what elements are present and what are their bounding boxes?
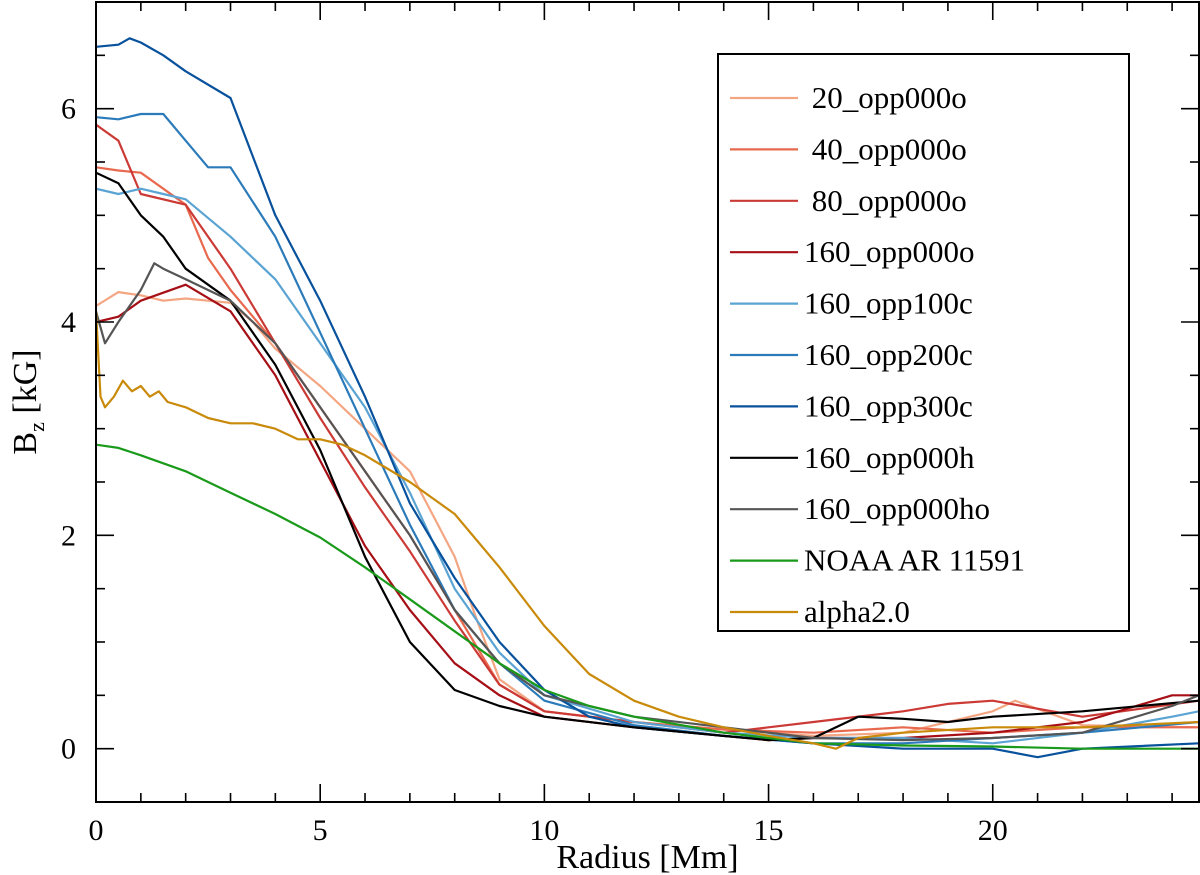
series-line-6 [96, 37, 1199, 759]
y-tick-label: 6 [61, 93, 76, 126]
legend-label-6: 160_opp300c [804, 388, 973, 423]
series-line-4 [96, 187, 1199, 745]
legend-label-1: 40_opp000o [804, 131, 967, 166]
x-tick-label: 20 [978, 814, 1008, 847]
plot-frame [95, 1, 1200, 803]
legend-label-2: 80_opp000o [804, 183, 967, 218]
legend-label-5: 160_opp200c [804, 337, 973, 372]
tick-labels-layer: 0 5 10 15 20 0 2 4 6 [61, 93, 1008, 847]
y-axis-title-main: B [7, 432, 44, 455]
x-tick-label: 10 [529, 814, 559, 847]
legend-label-4: 160_opp100c [804, 286, 973, 321]
series-line-2 [96, 123, 1199, 734]
y-axis-title: Bz [kG] [7, 349, 49, 454]
y-axis-title-unit: [kG] [7, 349, 44, 422]
legend-label-8: 160_opp000ho [804, 491, 990, 526]
y-tick-label: 2 [61, 519, 76, 552]
series-line-10 [96, 310, 1199, 750]
series-layer [96, 37, 1199, 759]
series-line-3 [96, 283, 1199, 742]
legend-label-10: alpha2.0 [804, 594, 910, 629]
x-tick-label: 0 [89, 814, 104, 847]
y-tick-label: 0 [61, 733, 76, 766]
y-tick-label: 4 [61, 306, 76, 339]
series-line-5 [96, 112, 1199, 745]
x-tick-label: 5 [313, 814, 328, 847]
legend-label-0: 20_opp000o [804, 80, 967, 115]
series-line-8 [96, 262, 1199, 742]
series-line-9 [96, 443, 1199, 750]
legend: 20_opp000o 40_opp000o 80_opp000o 160_opp0… [717, 53, 1130, 632]
x-tick-label: 15 [754, 814, 784, 847]
legend-label-3: 160_opp000o [804, 234, 975, 269]
legend-label-7: 160_opp000h [804, 440, 975, 475]
series-line-7 [96, 171, 1199, 742]
x-axis-title: Radius [Mm] [556, 839, 738, 875]
y-axis-title-subscript: z [24, 422, 49, 432]
legend-label-9: NOAA AR 11591 [804, 543, 1025, 578]
